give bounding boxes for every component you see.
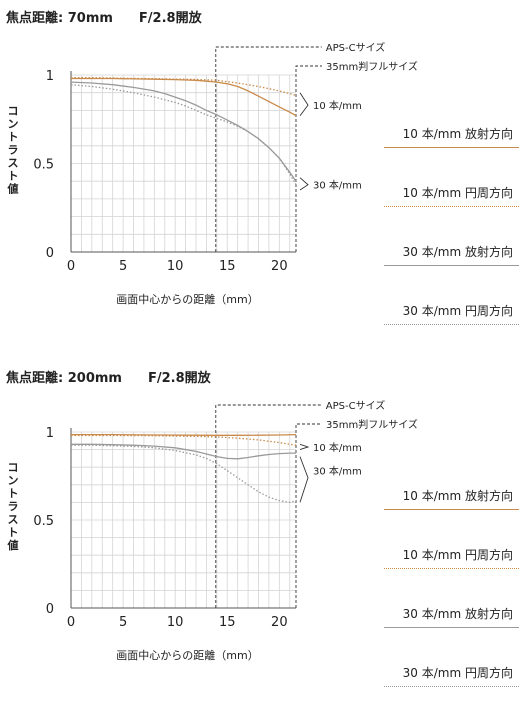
legend-item: 10 本/mm 放射方向 — [384, 118, 519, 148]
legend-swatch — [384, 206, 519, 207]
y-axis-label: コントラスト値 — [7, 105, 19, 196]
legend-label: 10 本/mm 円周方向 — [402, 548, 513, 562]
legend-swatch — [384, 324, 519, 325]
chart-heading: 焦点距離: 70mm F/2.8開放 — [5, 10, 203, 26]
aps-c-label: APS-Cサイズ — [326, 41, 386, 54]
legend-swatch — [384, 147, 519, 148]
series-line-30-radial — [71, 443, 296, 460]
bracket-10lpmm — [299, 443, 310, 451]
legend-label: 30 本/mm 放射方向 — [402, 245, 513, 259]
mtf-chart-70mm: 焦点距離: 70mm F/2.8開放 0 5 10 15 20 0 0.5 1 APS-Cサイ… — [5, 10, 519, 325]
x-tick-label: 0 — [67, 615, 75, 630]
x-tick-label: 10 — [167, 259, 184, 274]
axis-ticks: 0 5 10 15 20 0 0.5 1 — [33, 426, 287, 630]
annotation-10lpmm: 10 本/mm — [313, 99, 362, 112]
x-tick-label: 20 — [271, 615, 288, 630]
y-axis-label: コントラスト値 — [7, 461, 19, 552]
bracket-30lpmm — [299, 456, 309, 503]
x-axis-label: 画面中心からの距離（mm） — [116, 648, 258, 662]
series-line-30-tangential — [71, 444, 297, 504]
aps-c-boundary — [215, 404, 322, 608]
x-tick-label: 10 — [167, 615, 184, 630]
series-line-30-radial — [70, 81, 297, 182]
legend-swatch — [384, 686, 519, 687]
bracket-30lpmm — [299, 177, 309, 191]
x-axis-label: 画面中心からの距離（mm） — [116, 292, 258, 306]
series-line-10-radial — [71, 77, 297, 117]
plot-marks — [71, 404, 322, 608]
legend-item: 10 本/mm 放射方向 — [384, 480, 519, 510]
legend-item: 30 本/mm 放射方向 — [384, 598, 519, 628]
legend-label: 30 本/mm 放射方向 — [402, 607, 513, 621]
full-frame-label: 35mm判フルサイズ — [326, 60, 418, 73]
legend-label: 30 本/mm 円周方向 — [402, 304, 513, 318]
legend-label: 10 本/mm 放射方向 — [402, 127, 513, 141]
mtf-chart-200mm: 焦点距離: 200mm F/2.8開放 0 5 10 15 20 0 0.5 1 APS-Cサ… — [0, 352, 529, 704]
aps-c-boundary — [215, 46, 322, 252]
series-line-10-radial — [71, 433, 297, 436]
annotation-30lpmm: 30 本/mm — [313, 179, 362, 192]
x-tick-label: 5 — [119, 615, 127, 630]
x-tick-label: 5 — [119, 259, 127, 274]
grid — [70, 428, 296, 609]
full-frame-label: 35mm判フルサイズ — [326, 418, 418, 431]
y-tick-label: 0 — [46, 246, 54, 261]
x-tick-label: 15 — [219, 615, 236, 630]
chart-heading: 焦点距離: 200mm F/2.8開放 — [5, 370, 212, 386]
axis-ticks: 0 5 10 15 20 0 0.5 1 — [33, 69, 287, 274]
legend-item: 30 本/mm 円周方向 — [384, 295, 519, 325]
legend-item: 10 本/mm 円周方向 — [384, 177, 519, 207]
x-tick-label: 20 — [271, 259, 288, 274]
bracket-10lpmm — [299, 92, 309, 116]
aps-c-label: APS-Cサイズ — [326, 399, 386, 412]
legend-item: 30 本/mm 円周方向 — [384, 657, 519, 687]
legend-label: 30 本/mm 円周方向 — [402, 666, 513, 680]
y-tick-label: 0.5 — [33, 158, 54, 173]
legend-swatch — [384, 265, 519, 266]
full-frame-boundary — [295, 423, 322, 608]
series-line-10-tangential — [71, 434, 297, 446]
legend-swatch — [384, 627, 519, 628]
y-tick-label: 1 — [46, 426, 54, 441]
full-frame-boundary — [295, 65, 322, 252]
series-line-30-tangential — [70, 84, 297, 186]
y-tick-label: 0.5 — [33, 514, 54, 529]
legend-label: 10 本/mm 放射方向 — [402, 489, 513, 503]
y-tick-label: 0 — [46, 602, 54, 617]
x-tick-label: 0 — [67, 259, 75, 274]
legend-swatch — [384, 509, 519, 510]
legend-swatch — [384, 568, 519, 569]
x-tick-label: 15 — [219, 259, 236, 274]
chart-svg: 焦点距離: 200mm F/2.8開放 0 5 10 15 20 0 0.5 1 APS-Cサ… — [5, 370, 418, 662]
annotation-30lpmm: 30 本/mm — [313, 465, 362, 478]
legend-item: 10 本/mm 円周方向 — [384, 539, 519, 569]
annotation-10lpmm: 10 本/mm — [313, 441, 362, 454]
legend-item: 30 本/mm 放射方向 — [384, 236, 519, 266]
plot-marks — [70, 46, 322, 252]
chart-svg: 焦点距離: 70mm F/2.8開放 0 5 10 15 20 0 0.5 1 APS-Cサイ… — [5, 10, 418, 306]
legend-label: 10 本/mm 円周方向 — [402, 186, 513, 200]
y-tick-label: 1 — [46, 69, 54, 84]
